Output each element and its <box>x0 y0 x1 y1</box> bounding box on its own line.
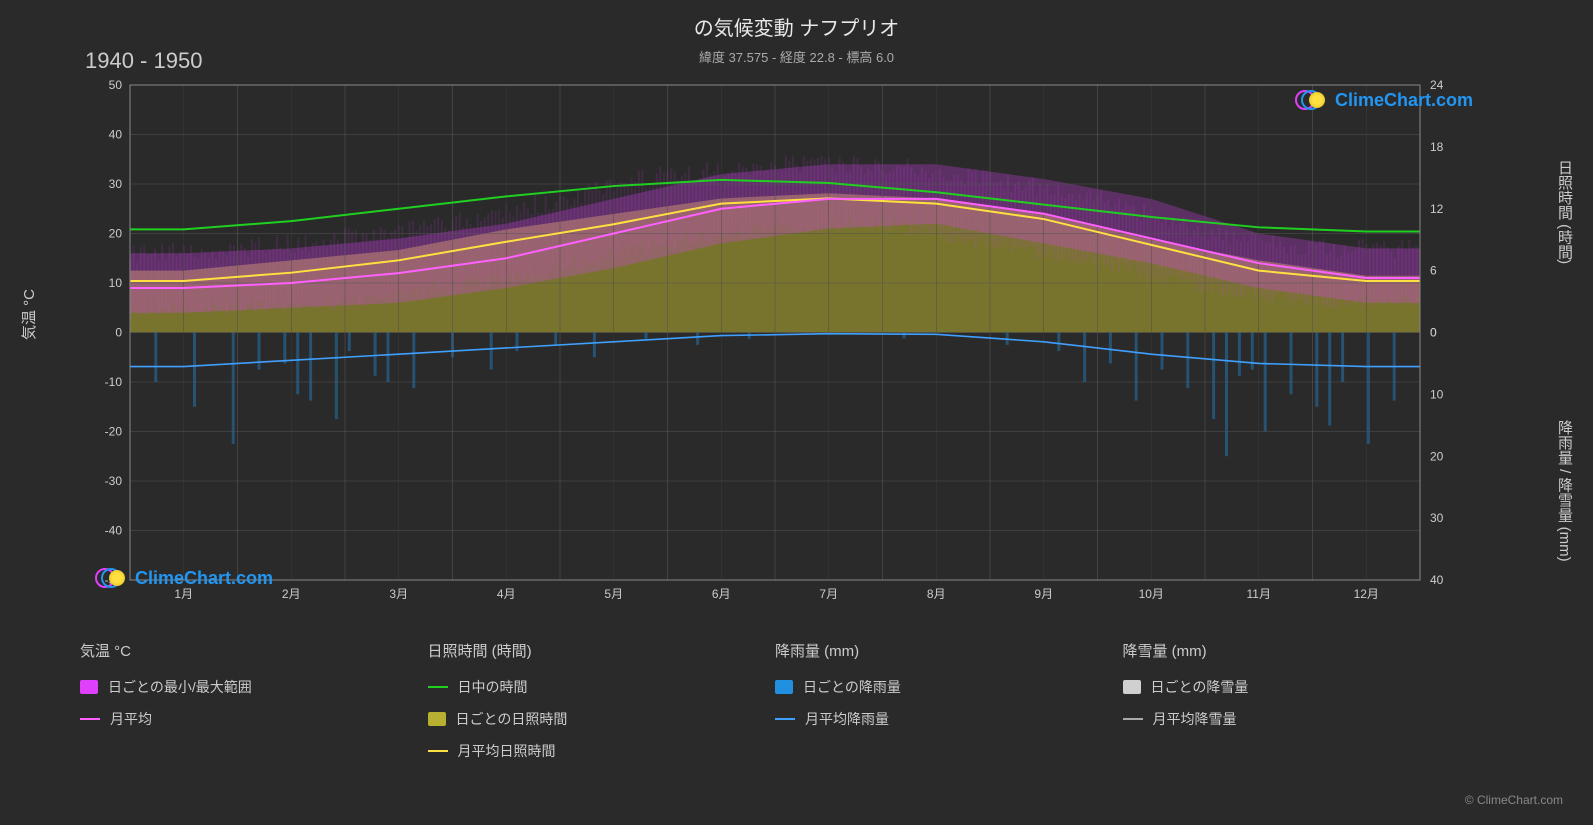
legend-item: 日ごとの最小/最大範囲 <box>80 677 428 697</box>
legend-item: 月平均降雨量 <box>775 709 1123 729</box>
legend-label: 月平均日照時間 <box>458 741 556 761</box>
svg-text:5月: 5月 <box>604 587 623 600</box>
legend-label: 月平均降雨量 <box>805 709 889 729</box>
legend-line-icon <box>428 750 448 752</box>
legend-swatch-icon <box>775 680 793 694</box>
watermark-top-right: ClimeChart.com <box>1295 88 1473 112</box>
svg-text:40: 40 <box>109 128 123 142</box>
legend-label: 日中の時間 <box>458 677 528 697</box>
svg-text:6月: 6月 <box>712 587 731 600</box>
svg-text:20: 20 <box>109 227 123 241</box>
legend-column: 降雨量 (mm) 日ごとの降雨量月平均降雨量 <box>775 640 1123 773</box>
legend-item: 日ごとの降雪量 <box>1123 677 1471 697</box>
chart-svg: -50-40-30-20-100102030405006121824010203… <box>80 80 1470 600</box>
svg-text:18: 18 <box>1430 140 1444 154</box>
svg-text:0: 0 <box>115 326 122 340</box>
svg-text:3月: 3月 <box>389 587 408 600</box>
y-axis-left-label: 気温 °C <box>18 289 39 340</box>
legend-label: 日ごとの降雨量 <box>803 677 901 697</box>
svg-text:2月: 2月 <box>282 587 301 600</box>
svg-text:30: 30 <box>1430 511 1444 525</box>
legend-item: 月平均降雪量 <box>1123 709 1471 729</box>
legend-header: 降雨量 (mm) <box>775 640 1123 661</box>
watermark-bottom-left: ClimeChart.com <box>95 566 273 590</box>
svg-text:4月: 4月 <box>497 587 516 600</box>
svg-text:-20: -20 <box>105 425 123 439</box>
legend-swatch-icon <box>80 680 98 694</box>
legend-item: 月平均日照時間 <box>428 741 776 761</box>
watermark-text: ClimeChart.com <box>1335 90 1473 111</box>
legend-swatch-icon <box>428 712 446 726</box>
chart-container: の気候変動 ナフプリオ 緯度 37.575 - 経度 22.8 - 標高 6.0… <box>0 0 1593 825</box>
svg-text:20: 20 <box>1430 449 1444 463</box>
legend-header: 日照時間 (時間) <box>428 640 776 661</box>
svg-text:-10: -10 <box>105 375 123 389</box>
svg-text:10: 10 <box>1430 387 1444 401</box>
watermark-text: ClimeChart.com <box>135 568 273 589</box>
legend-label: 日ごとの降雪量 <box>1151 677 1249 697</box>
svg-text:-30: -30 <box>105 474 123 488</box>
legend-column: 降雪量 (mm) 日ごとの降雪量月平均降雪量 <box>1123 640 1471 773</box>
legend-swatch-icon <box>1123 680 1141 694</box>
svg-text:12: 12 <box>1430 202 1444 216</box>
legend-item: 日中の時間 <box>428 677 776 697</box>
legend-line-icon <box>80 718 100 720</box>
legend-label: 日ごとの日照時間 <box>456 709 568 729</box>
legend-column: 日照時間 (時間) 日中の時間日ごとの日照時間月平均日照時間 <box>428 640 776 773</box>
svg-text:30: 30 <box>109 177 123 191</box>
legend-item: 日ごとの降雨量 <box>775 677 1123 697</box>
y-axis-right-top-label: 日照時間 (時間) <box>1554 160 1575 264</box>
svg-text:7月: 7月 <box>819 587 838 600</box>
y-axis-right-bottom-label: 降雨量 / 降雪量 (mm) <box>1554 420 1575 562</box>
climechart-logo-icon <box>1295 88 1327 112</box>
legend-line-icon <box>428 686 448 688</box>
chart-title: の気候変動 ナフプリオ <box>0 0 1593 41</box>
legend-header: 気温 °C <box>80 640 428 661</box>
svg-text:9月: 9月 <box>1034 587 1053 600</box>
svg-text:12月: 12月 <box>1354 587 1379 600</box>
svg-text:40: 40 <box>1430 573 1444 587</box>
svg-text:-40: -40 <box>105 524 123 538</box>
legend-column: 気温 °C 日ごとの最小/最大範囲月平均 <box>80 640 428 773</box>
legend-label: 日ごとの最小/最大範囲 <box>108 677 252 697</box>
legend-header: 降雪量 (mm) <box>1123 640 1471 661</box>
svg-text:11月: 11月 <box>1247 587 1271 600</box>
legend-label: 月平均降雪量 <box>1153 709 1237 729</box>
svg-text:10月: 10月 <box>1139 587 1164 600</box>
legend-label: 月平均 <box>110 709 152 729</box>
svg-text:0: 0 <box>1430 326 1437 340</box>
svg-text:50: 50 <box>109 80 123 92</box>
legend-item: 日ごとの日照時間 <box>428 709 776 729</box>
climechart-logo-icon <box>95 566 127 590</box>
svg-text:10: 10 <box>109 276 123 290</box>
svg-text:6: 6 <box>1430 264 1437 278</box>
copyright: © ClimeChart.com <box>1465 793 1563 807</box>
svg-text:8月: 8月 <box>927 587 946 600</box>
legend-item: 月平均 <box>80 709 428 729</box>
period-label: 1940 - 1950 <box>85 48 202 74</box>
legend: 気温 °C 日ごとの最小/最大範囲月平均 日照時間 (時間) 日中の時間日ごとの日照時… <box>80 640 1470 773</box>
chart-subtitle: 緯度 37.575 - 経度 22.8 - 標高 6.0 <box>0 47 1593 66</box>
legend-line-icon <box>775 718 795 720</box>
legend-line-icon <box>1123 718 1143 720</box>
chart-plot-area: -50-40-30-20-100102030405006121824010203… <box>80 80 1470 600</box>
